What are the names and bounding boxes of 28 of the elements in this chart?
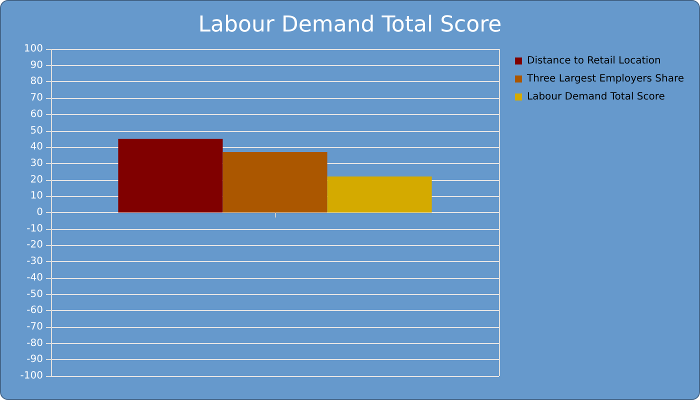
legend-label: Distance to Retail Location: [527, 56, 661, 66]
y-tick-label: 40: [30, 142, 43, 153]
chart-title: Labour Demand Total Score: [198, 12, 502, 38]
y-tick-label: 90: [30, 60, 43, 71]
y-tick-label: 10: [30, 190, 43, 202]
y-tick-label: -20: [26, 240, 43, 251]
y-tick-label: 0: [36, 207, 43, 218]
y-tick-label: -80: [26, 338, 43, 349]
y-tick-label: -60: [26, 305, 43, 316]
y-tick-label: -100: [20, 370, 43, 382]
y-tick-label: 60: [30, 108, 43, 120]
y-tick-label: 70: [30, 92, 43, 104]
legend-label: Labour Demand Total Score: [527, 92, 665, 102]
y-tick-label: 20: [30, 174, 43, 186]
y-tick-label: -90: [26, 354, 43, 366]
y-tick-label: -30: [26, 256, 43, 268]
y-tick-label: -10: [26, 223, 43, 234]
y-tick-label: 80: [30, 76, 43, 88]
y-tick-label: 30: [30, 158, 43, 169]
y-tick-label: 50: [30, 125, 43, 136]
legend-label: Three Largest Employers Share: [526, 74, 684, 84]
y-tick-label: -70: [26, 321, 43, 332]
bar: [222, 152, 328, 212]
y-tick-label: 100: [24, 44, 43, 54]
y-tick-label: -40: [26, 272, 43, 284]
y-tick-label: -50: [26, 288, 43, 300]
bar: [327, 176, 432, 212]
bar: [118, 138, 223, 212]
